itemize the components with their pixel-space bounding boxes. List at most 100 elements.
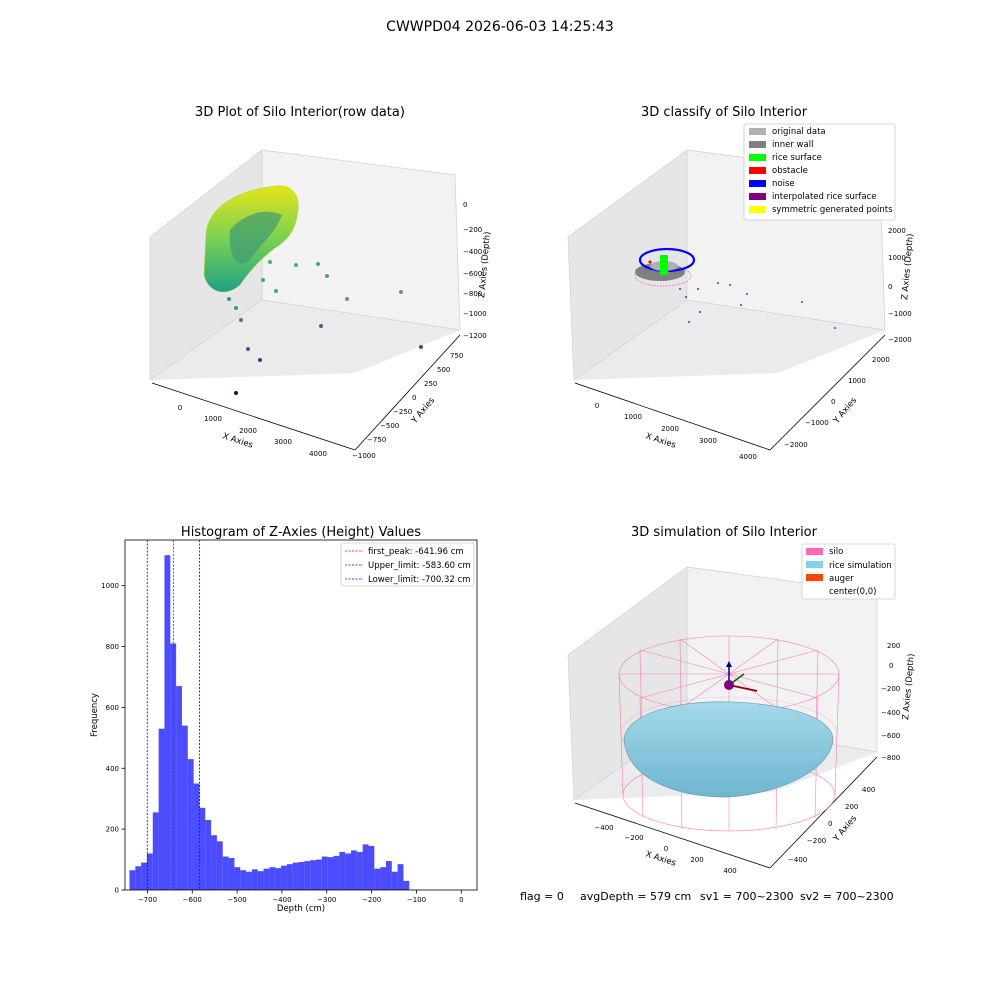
histogram-legend-label: Lower_limit: -700.32 cm bbox=[368, 575, 470, 585]
classify-xtick: 4000 bbox=[739, 453, 757, 461]
histogram-ytick-label: 600 bbox=[106, 704, 119, 712]
classify-noise-point bbox=[679, 288, 681, 290]
classify-ytick: −2000 bbox=[784, 441, 808, 449]
raw-point bbox=[274, 289, 278, 293]
simulation-ztick: −400 bbox=[881, 709, 900, 717]
classify-xtick: 1000 bbox=[624, 413, 642, 421]
simulation-legend-swatch bbox=[806, 574, 823, 581]
histogram-legend-label: Upper_limit: -583.60 cm bbox=[368, 561, 471, 571]
classify-noise-point bbox=[746, 293, 748, 295]
histogram-xtick-label: −700 bbox=[138, 896, 157, 904]
histogram-ytick-label: 1000 bbox=[101, 582, 119, 590]
histogram-bar bbox=[397, 864, 404, 890]
classify-axis-lines bbox=[574, 334, 886, 451]
histogram-bar bbox=[205, 820, 212, 890]
histogram-xtick-label: −100 bbox=[407, 896, 426, 904]
histogram-ytick-label: 200 bbox=[106, 826, 119, 834]
raw-xtick: 4000 bbox=[309, 450, 327, 458]
histogram-legend-label: first_peak: -641.96 cm bbox=[368, 547, 464, 557]
center-marker bbox=[724, 680, 734, 690]
classify-legend: original data inner wall rice surface ob… bbox=[743, 123, 896, 221]
histogram-bar bbox=[391, 871, 398, 890]
histogram-bar bbox=[263, 868, 270, 890]
raw-panel-title: 3D Plot of Silo Interior(row data) bbox=[195, 105, 405, 120]
simulation-legend-swatch bbox=[806, 548, 823, 555]
classify-pane-floor bbox=[574, 300, 885, 380]
raw-ytick: 750 bbox=[450, 352, 463, 360]
histogram-bar bbox=[129, 870, 136, 890]
raw-ytick: 250 bbox=[424, 380, 437, 388]
histogram-ylabel: Frequency bbox=[90, 693, 100, 737]
classify-ztick: 0 bbox=[888, 283, 892, 291]
raw-xtick: 1000 bbox=[204, 415, 222, 423]
raw-point bbox=[246, 347, 250, 351]
histogram-xtick-label: −500 bbox=[227, 896, 246, 904]
histogram-ytick-label: 800 bbox=[106, 643, 119, 651]
histogram-bar bbox=[211, 835, 217, 890]
histogram-bar bbox=[310, 860, 317, 890]
simulation-xtick: −400 bbox=[594, 824, 613, 832]
classify-ztick: 1000 bbox=[888, 254, 906, 262]
histogram-bar bbox=[216, 841, 223, 890]
histogram-vlines bbox=[146, 540, 201, 890]
histogram-bars bbox=[129, 555, 410, 890]
classify-legend-label: interpolated rice surface bbox=[772, 192, 877, 202]
classify-legend-label: inner wall bbox=[772, 140, 813, 150]
raw-ytick: −750 bbox=[367, 436, 386, 444]
classify-yticks: 2000 1000 0 −1000 −2000 bbox=[784, 356, 890, 449]
histogram-bar bbox=[275, 868, 282, 890]
raw-scatter-points bbox=[227, 260, 423, 395]
histogram-bar bbox=[158, 728, 165, 890]
classify-legend-swatch bbox=[749, 128, 766, 135]
classify-legend-label: original data bbox=[772, 127, 826, 137]
histogram-xtick-label: 0 bbox=[459, 896, 463, 904]
raw-yticks: 750 500 250 0 −250 −500 −750 −1000 bbox=[352, 352, 463, 460]
raw-point bbox=[399, 290, 403, 294]
classify-pane-left bbox=[568, 150, 687, 380]
histogram-bar bbox=[403, 880, 410, 890]
histogram-yticks: 0 200 400 600 800 1000 bbox=[101, 582, 125, 895]
histogram-bar bbox=[176, 686, 182, 890]
classify-ztick: −1000 bbox=[888, 310, 912, 318]
raw-zlabel: Z Axies (Depth) bbox=[477, 231, 493, 298]
simulation-ylabel: Y Axies bbox=[831, 813, 859, 844]
histogram-bar bbox=[135, 866, 142, 890]
raw-point bbox=[234, 306, 238, 310]
histogram-bar bbox=[292, 862, 299, 890]
histogram-panel: Histogram of Z-Axies (Height) Values −70… bbox=[90, 525, 478, 914]
raw-zticks: 0 −200 −400 −600 −800 −1000 −1200 bbox=[463, 201, 487, 340]
histogram-frame bbox=[124, 539, 478, 891]
histogram-bar bbox=[257, 871, 264, 890]
classify-rice-surface bbox=[660, 255, 668, 275]
histogram-bar bbox=[333, 855, 340, 890]
histogram-bar bbox=[356, 851, 363, 890]
raw-axis-lines bbox=[151, 334, 461, 451]
raw-ztick: −600 bbox=[463, 270, 482, 278]
classify-legend-swatch bbox=[749, 154, 766, 161]
classify-noise-point bbox=[740, 304, 742, 306]
classify-xticks: 0 1000 2000 3000 4000 bbox=[595, 402, 757, 461]
raw-xticks: 0 1000 2000 3000 4000 bbox=[178, 404, 327, 458]
simulation-zticks: 200 0 −200 −400 −600 −800 bbox=[881, 642, 900, 762]
classify-obstacle bbox=[648, 260, 652, 264]
histogram-bar bbox=[385, 861, 392, 890]
histogram-xtick-label: −400 bbox=[272, 896, 291, 904]
classify-legend-label: noise bbox=[772, 179, 795, 189]
simulation-xticks: −400 −200 0 200 400 bbox=[594, 824, 736, 875]
raw-ytick: −250 bbox=[393, 408, 412, 416]
simulation-pane-left bbox=[568, 567, 687, 800]
classify-noise-point bbox=[699, 311, 701, 313]
histogram-bar bbox=[269, 867, 276, 890]
histogram-bar bbox=[298, 862, 305, 890]
classify-panel-title: 3D classify of Silo Interior bbox=[641, 105, 808, 120]
histogram-bar bbox=[187, 759, 194, 890]
raw-point bbox=[227, 297, 231, 301]
classify-xtick: 2000 bbox=[661, 425, 679, 433]
classify-noise-point bbox=[801, 301, 803, 303]
classify-legend-swatch bbox=[749, 193, 766, 200]
classify-legend-swatch bbox=[749, 167, 766, 174]
simulation-xtick: 200 bbox=[690, 856, 703, 864]
histogram-xlabel: Depth (cm) bbox=[277, 904, 325, 914]
simulation-legend-label: rice simulation bbox=[829, 561, 892, 571]
